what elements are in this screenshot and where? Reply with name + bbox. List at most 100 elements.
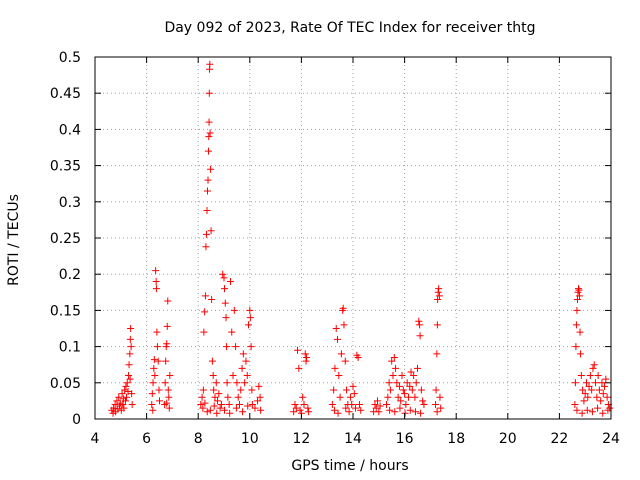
data-point xyxy=(341,357,349,365)
data-point xyxy=(417,409,425,417)
data-point xyxy=(225,401,233,409)
data-point xyxy=(164,386,172,394)
data-point xyxy=(594,404,602,412)
data-point xyxy=(406,406,414,414)
data-point xyxy=(414,364,421,372)
data-point xyxy=(590,361,598,369)
data-point xyxy=(125,372,133,380)
data-point xyxy=(575,286,583,294)
data-point xyxy=(291,401,299,409)
data-point xyxy=(599,409,607,417)
data-point xyxy=(299,393,307,401)
data-point xyxy=(153,328,161,336)
data-point xyxy=(126,350,134,358)
data-point xyxy=(408,386,416,394)
data-point xyxy=(246,306,254,314)
data-point xyxy=(115,393,123,401)
data-point xyxy=(200,328,208,336)
data-point xyxy=(248,401,256,409)
data-point xyxy=(416,321,424,329)
data-point xyxy=(573,296,581,304)
data-point xyxy=(127,343,135,351)
data-point xyxy=(580,397,588,405)
data-point xyxy=(302,357,310,365)
data-point xyxy=(599,390,607,398)
data-point xyxy=(127,325,135,332)
data-point xyxy=(572,321,580,329)
data-point xyxy=(383,401,391,409)
data-point xyxy=(331,364,339,372)
data-point xyxy=(398,372,406,380)
data-point xyxy=(156,397,163,405)
data-point xyxy=(205,133,213,141)
data-point xyxy=(111,401,119,409)
data-point xyxy=(330,406,338,414)
data-point xyxy=(581,390,589,398)
data-point xyxy=(220,274,228,282)
data-point xyxy=(164,297,172,305)
grid-lines xyxy=(95,57,611,419)
data-point xyxy=(576,292,584,300)
data-point xyxy=(205,89,213,97)
data-point xyxy=(432,401,440,409)
data-points xyxy=(108,60,614,417)
data-point xyxy=(328,401,336,409)
data-point xyxy=(214,397,222,405)
y-axis-label: ROTI / TECUs xyxy=(6,194,22,286)
data-point xyxy=(152,277,160,285)
data-point xyxy=(573,306,581,314)
data-point xyxy=(149,379,157,387)
data-point xyxy=(163,322,171,330)
data-point xyxy=(128,401,136,409)
data-point xyxy=(241,379,249,387)
data-point xyxy=(242,357,250,365)
data-point xyxy=(336,393,344,401)
y-tick-label: 0.05 xyxy=(50,376,81,392)
data-point xyxy=(584,393,592,401)
data-point xyxy=(433,350,441,358)
data-point xyxy=(401,390,409,398)
data-point xyxy=(576,328,584,336)
data-point xyxy=(304,404,312,412)
data-point xyxy=(392,364,400,372)
data-point xyxy=(296,406,304,414)
data-point xyxy=(256,393,264,401)
data-point xyxy=(578,409,586,417)
data-point xyxy=(334,335,342,343)
data-point xyxy=(394,393,402,401)
data-point xyxy=(588,386,596,394)
data-point xyxy=(420,401,428,409)
data-point xyxy=(201,292,209,300)
data-point xyxy=(221,406,229,414)
y-tick-label: 0.35 xyxy=(50,159,81,175)
x-tick-label: 18 xyxy=(447,431,465,447)
chart-title: Day 092 of 2023, Rate Of TEC Index for r… xyxy=(164,20,535,36)
data-point xyxy=(340,321,348,329)
data-point xyxy=(248,386,256,394)
data-point xyxy=(120,404,128,412)
data-point xyxy=(434,288,442,296)
data-point xyxy=(254,397,262,405)
data-point xyxy=(207,227,215,235)
data-point xyxy=(592,379,600,387)
data-point xyxy=(247,343,255,351)
data-point xyxy=(417,386,425,394)
data-point xyxy=(589,364,597,372)
data-point xyxy=(121,386,129,394)
data-point xyxy=(243,372,251,380)
data-point xyxy=(343,386,351,394)
data-point xyxy=(594,372,602,380)
y-tick-label: 0.1 xyxy=(59,340,81,356)
y-tick-label: 0.15 xyxy=(50,303,81,319)
y-tick-label: 0.4 xyxy=(59,122,81,138)
data-point xyxy=(251,404,259,412)
x-tick-label: 14 xyxy=(344,431,362,447)
data-point xyxy=(152,285,160,293)
data-point xyxy=(126,335,134,343)
data-point xyxy=(393,379,401,387)
data-point xyxy=(410,372,418,380)
data-point xyxy=(350,390,358,398)
x-tick-label: 4 xyxy=(91,431,100,447)
data-point xyxy=(229,372,237,380)
data-point xyxy=(150,364,158,372)
